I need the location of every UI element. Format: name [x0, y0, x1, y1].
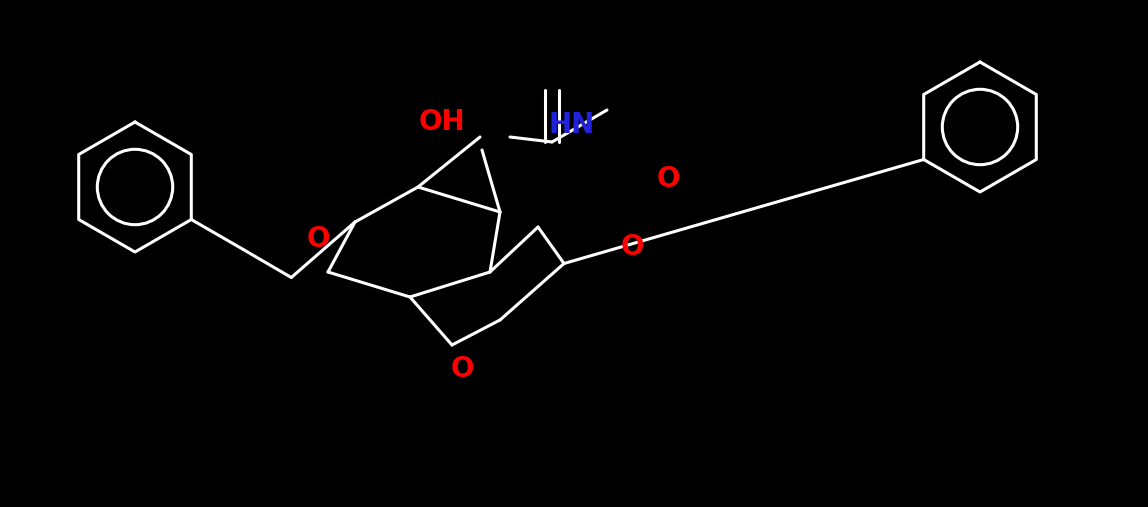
Text: O: O [307, 225, 329, 253]
Text: HN: HN [549, 111, 595, 139]
Text: OH: OH [419, 108, 465, 136]
Text: O: O [657, 165, 680, 193]
Text: O: O [450, 355, 474, 383]
Text: O: O [620, 233, 644, 261]
